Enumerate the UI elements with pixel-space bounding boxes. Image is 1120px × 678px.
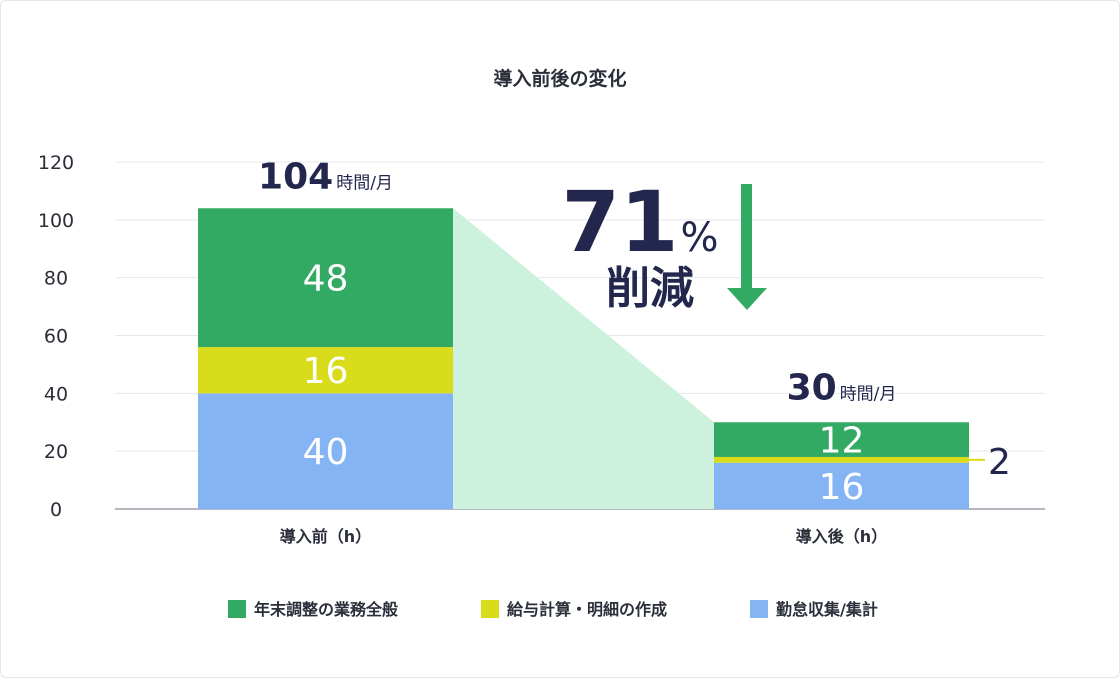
y-tick-label: 60 (44, 326, 68, 348)
y-tick-label: 40 (44, 383, 68, 405)
data-label: 40 (303, 432, 349, 473)
chart-title: 導入前後の変化 (493, 67, 626, 90)
y-tick-label: 120 (38, 152, 74, 174)
total-label: 30 時間/月 (787, 367, 897, 408)
data-label: 2 (988, 442, 1011, 483)
y-tick-label: 80 (44, 268, 68, 290)
reduction-percent: 71% (562, 173, 719, 271)
reduction-band (453, 208, 714, 509)
legend-swatch (481, 600, 499, 618)
total-value: 104 (258, 156, 333, 197)
reduction-annotation: 71%削減 (562, 173, 767, 314)
bar-segment (198, 347, 453, 394)
legend-swatch (750, 600, 768, 618)
x-tick-label: 導入前（h） (280, 527, 371, 546)
y-tick-label: 100 (38, 210, 74, 232)
x-axis-labels: 導入前（h） 導入後（h） (280, 527, 887, 546)
reduction-label: 削減 (606, 263, 694, 314)
reduction-percent-sign: % (680, 215, 718, 261)
total-unit: 時間/月 (840, 384, 897, 404)
total-labels: 104 時間/月30 時間/月 (258, 156, 896, 408)
down-arrow-icon (727, 288, 767, 310)
y-tick-label: 20 (44, 441, 68, 463)
legend-label: 給与計算・明細の作成 (507, 600, 667, 619)
y-tick-label: 0 (50, 499, 62, 521)
legend-label: 勤怠収集/集計 (776, 600, 878, 619)
legend-label: 年末調整の業務全般 (254, 600, 398, 619)
bar-segment (714, 456, 969, 463)
total-value: 30 (787, 367, 837, 408)
down-arrow-shaft (741, 184, 752, 290)
reduction-number: 71 (562, 173, 679, 271)
y-axis-ticks: 0 20 40 60 80 100 120 (38, 152, 74, 521)
legend: 年末調整の業務全般 給与計算・明細の作成 勤怠収集/集計 (228, 600, 878, 619)
bar-segment (714, 462, 969, 509)
x-tick-label: 導入後（h） (796, 527, 887, 546)
bars: 40 16 48 16 2 12 (198, 208, 1011, 509)
total-unit: 時間/月 (336, 173, 393, 193)
bar-segment (198, 208, 453, 348)
bar-segment (714, 422, 969, 457)
data-label: 48 (303, 259, 349, 300)
data-label: 16 (303, 351, 349, 392)
total-label: 104 時間/月 (258, 156, 393, 197)
legend-swatch (228, 600, 246, 618)
bar-segment (198, 393, 453, 509)
data-label: 16 (819, 467, 865, 508)
data-label: 12 (819, 421, 865, 462)
